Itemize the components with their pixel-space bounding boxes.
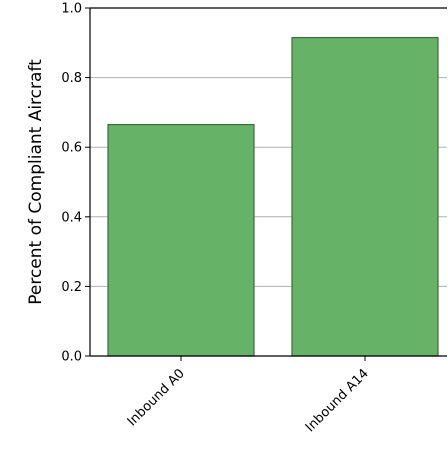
y-axis-label: Percent of Compliant Aircraft [26, 59, 46, 305]
bar-inbound-a0 [107, 123, 255, 357]
x-ticks: Inbound A0 Inbound A14 [125, 356, 372, 435]
axes [89, 7, 447, 357]
y-tick-label: 0.4 [61, 210, 82, 225]
bar-inbound-a14 [291, 36, 439, 357]
x-tick-label: Inbound A14 [303, 366, 372, 435]
y-tick-label: 0.6 [61, 141, 82, 156]
y-tick-label: 1.0 [61, 2, 82, 17]
y-tick-label: 0.8 [61, 71, 82, 86]
x-tick-label: Inbound A0 [125, 366, 188, 429]
bars [107, 36, 439, 357]
y-tick-label: 0.0 [61, 350, 82, 365]
y-tick-label: 0.2 [61, 280, 82, 295]
y-ticks: 0.0 0.2 0.4 0.6 0.8 1.0 [61, 2, 90, 365]
